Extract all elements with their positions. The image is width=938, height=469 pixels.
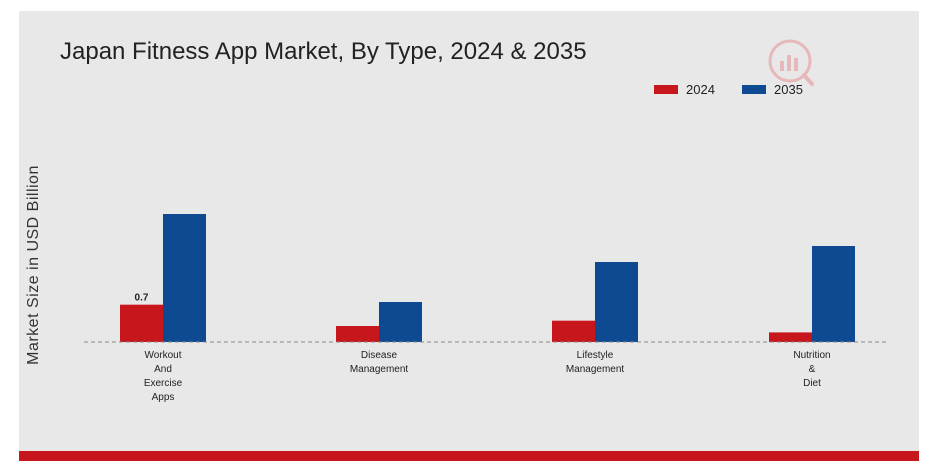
x-tick-label-0: Workout And Exercise Apps	[144, 350, 183, 403]
data-label-0: 0.7	[135, 293, 149, 304]
bars-layer	[120, 214, 855, 342]
chart-title: Japan Fitness App Market, By Type, 2024 …	[60, 38, 587, 65]
bar-2035-3	[812, 246, 855, 342]
legend-swatch-2024	[654, 84, 678, 94]
bar-2035-2	[595, 262, 638, 342]
bar-2024-1	[336, 326, 379, 342]
legend-swatch-2035	[742, 84, 766, 94]
bar-2035-1	[379, 302, 422, 342]
x-tick-label-3: Nutrition & Diet	[793, 350, 830, 389]
legend-label-2024: 2024	[686, 81, 715, 97]
x-tick-label-2: Lifestyle Management	[566, 350, 625, 375]
bar-2024-3	[769, 332, 812, 342]
bottom-accent-bar	[19, 451, 919, 461]
legend-item-2024: 2024	[654, 80, 715, 98]
bar-2024-0	[120, 304, 163, 342]
logo-watermark-icon	[768, 39, 814, 86]
legend-item-2035: 2035	[742, 80, 803, 98]
bar-2024-2	[552, 320, 595, 342]
x-tick-label-1: Disease Management	[350, 350, 409, 375]
legend-label-2035: 2035	[774, 81, 803, 97]
bar-2035-0	[163, 214, 206, 342]
labels-layer: Workout And Exercise Apps Disease Management L…	[135, 293, 831, 403]
